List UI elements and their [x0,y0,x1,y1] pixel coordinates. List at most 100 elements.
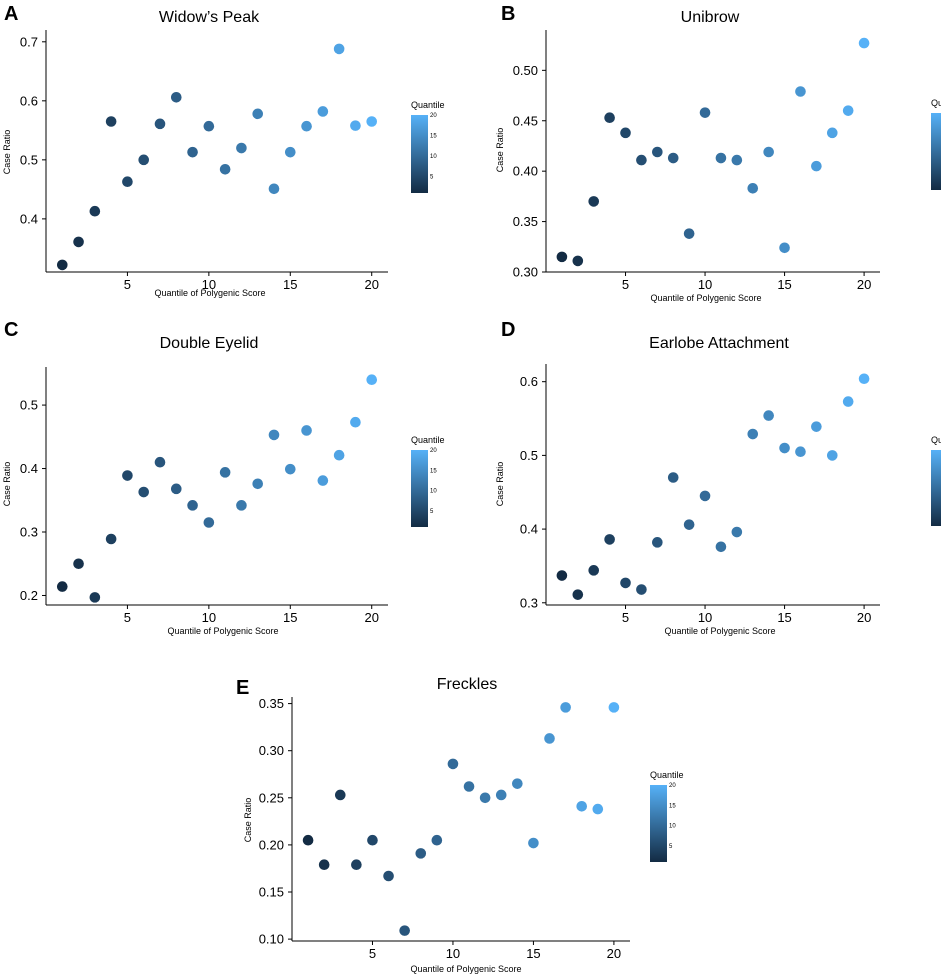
data-point [620,127,631,139]
x-axis-label: Quantile of Polygenic Score [410,964,521,974]
data-point [105,533,117,545]
data-point [572,255,584,267]
data-point [842,105,854,116]
data-point [572,589,584,600]
data-point [811,421,822,432]
y-axis-label: Case Ratio [2,462,12,507]
x-tick-label: 20 [857,277,871,292]
y-tick-label: 0.10 [259,932,284,947]
y-axis-label: Case Ratio [2,130,12,175]
data-point [334,789,346,801]
data-point [399,925,410,936]
data-point [350,120,361,131]
data-point [544,733,555,744]
data-point [795,86,806,97]
x-tick-label: 15 [777,277,791,292]
colorbar-tick-label: 20 [430,113,437,119]
data-point [731,154,743,166]
x-axis-label: Quantile of Polygenic Score [664,626,775,636]
chart-panel-e: E Freckles 5 10 15 20 0.10 0.15 0.20 0.25 0.30 0.35… [236,676,684,974]
data-point [795,446,806,458]
data-point [122,176,133,187]
data-point [463,781,475,792]
data-point [479,792,491,804]
y-tick-label: 0.6 [520,374,538,389]
data-point [715,541,727,553]
data-point [560,702,571,713]
x-tick-label: 10 [446,946,460,961]
y-tick-label: 0.4 [20,461,38,476]
data-point [187,146,198,158]
data-point [652,146,663,158]
y-tick-label: 0.35 [513,214,538,229]
data-point [268,183,280,195]
data-point [636,154,647,166]
data-point [699,107,711,118]
x-tick-label: 5 [124,277,131,292]
data-point [252,108,264,120]
data-point [699,490,711,502]
y-tick-label: 0.3 [520,595,538,610]
data-point [73,236,84,248]
y-tick-label: 0.7 [20,34,38,49]
data-point [73,558,84,570]
y-tick-label: 0.6 [20,93,38,108]
data-point [667,472,679,483]
colorbar [931,113,941,190]
y-axis-label: Case Ratio [495,128,505,173]
data-point [89,592,101,603]
y-tick-label: 0.45 [513,113,538,128]
y-axis-label: Case Ratio [495,462,505,507]
colorbar-tick-label: 20 [669,783,676,789]
data-point [528,837,539,849]
colorbar-tick-label: 10 [669,824,676,830]
colorbar-tick-label: 5 [669,844,673,850]
data-point [89,205,101,217]
x-tick-label: 5 [622,277,629,292]
data-point [556,570,568,581]
data-point [284,463,296,475]
data-point [301,425,312,436]
data-point [219,163,231,175]
chart-title: Unibrow [681,9,740,26]
data-point [138,486,150,498]
data-point [105,116,117,127]
colorbar-tick-label: 20 [430,448,437,454]
data-point [236,500,247,511]
colorbar-tick-label: 15 [669,803,676,809]
y-tick-label: 0.35 [259,696,284,711]
x-tick-label: 20 [857,610,871,625]
colorbar [411,115,428,193]
data-point [763,410,774,421]
data-point [652,537,663,548]
x-tick-label: 5 [369,946,376,961]
data-point [620,577,631,589]
colorbar-tick-label: 15 [430,134,437,140]
data-point [187,500,198,511]
colorbar [931,450,941,526]
x-tick-label: 15 [283,610,297,625]
data-point [683,519,695,530]
data-point [203,120,215,132]
data-point [333,449,345,461]
y-tick-label: 0.30 [259,743,284,758]
data-point [317,106,329,117]
data-point [317,475,329,486]
y-tick-label: 0.50 [513,63,538,78]
data-point [608,702,620,713]
x-axis-label: Quantile of Polygenic Score [650,293,761,303]
data-point [138,154,150,166]
y-tick-label: 0.20 [259,837,284,852]
data-point [588,196,600,207]
data-point [367,834,378,846]
colorbar [650,785,667,862]
x-tick-label: 15 [526,946,540,961]
data-point [301,120,312,132]
y-tick-label: 0.40 [513,164,538,179]
data-point [318,859,330,870]
data-point [576,800,588,812]
chart-panel-a: A Widow’s Peak 5 10 15 20 0.4 0.5 0.6 0.7 Quantile… [2,3,445,298]
data-point [284,146,296,158]
data-point [588,565,600,576]
